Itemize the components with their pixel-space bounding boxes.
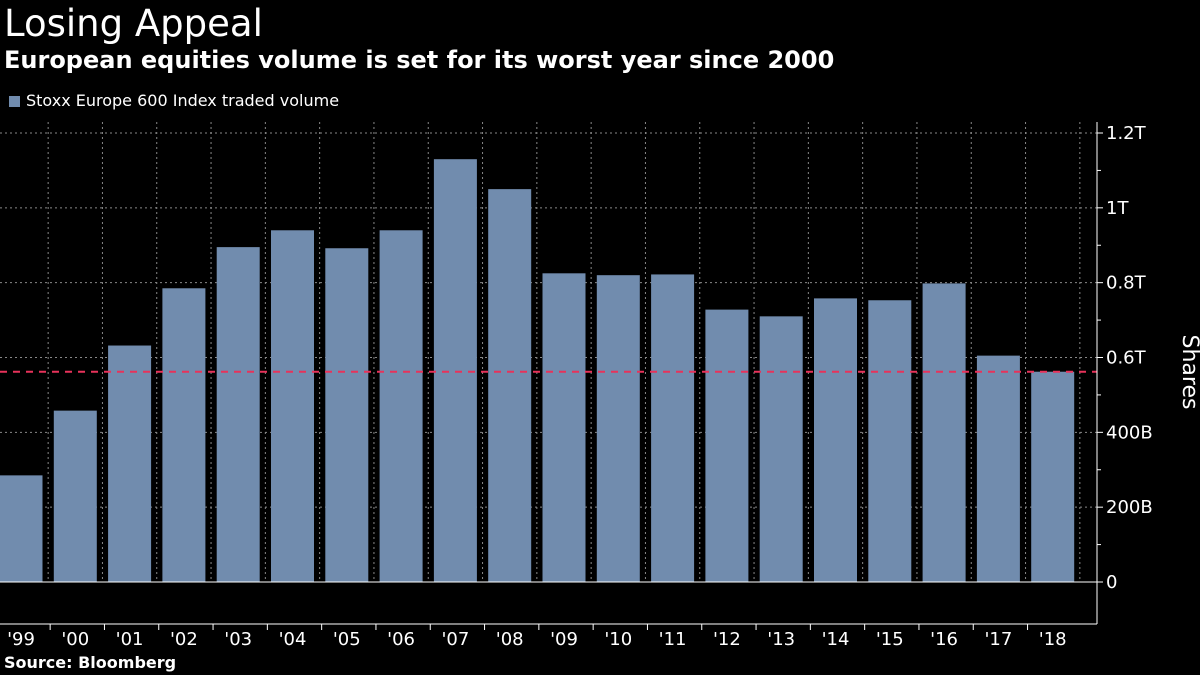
bar-08	[488, 189, 532, 582]
bar-13	[759, 316, 803, 582]
bar-04	[271, 230, 314, 583]
y-axis-title: Shares	[1177, 335, 1200, 410]
x-tick-label: '10	[604, 629, 632, 650]
bar-16	[922, 283, 966, 582]
x-tick-label: '05	[333, 629, 361, 650]
y-tick-label: 0	[1106, 572, 1117, 593]
x-tick-label: '17	[984, 629, 1012, 650]
bar-00	[53, 410, 97, 582]
x-tick-label: '99	[7, 629, 35, 650]
x-tick-label: '08	[496, 629, 524, 650]
bar-06	[379, 230, 423, 583]
x-tick-label: '04	[279, 629, 307, 650]
x-tick-label: '01	[116, 629, 144, 650]
x-tick-label: '03	[224, 629, 252, 650]
chart-title: Losing Appeal	[4, 2, 263, 45]
legend: Stoxx Europe 600 Index traded volume	[9, 91, 339, 111]
x-tick-label: '15	[876, 629, 904, 650]
source-note: Source: Bloomberg	[4, 653, 177, 672]
bar-10	[596, 275, 640, 582]
x-tick-label: '16	[930, 629, 958, 650]
x-tick-label: '14	[822, 629, 850, 650]
bar-17	[976, 355, 1020, 582]
bar-03	[216, 247, 260, 582]
bar-11	[651, 274, 695, 582]
x-tick-label: '00	[61, 629, 89, 650]
bar-14	[814, 298, 857, 582]
bar-15	[868, 300, 912, 582]
bar-99	[0, 475, 43, 582]
x-tick-label: '02	[170, 629, 198, 650]
bar-02	[162, 288, 206, 582]
y-tick-label: 400B	[1106, 422, 1153, 443]
legend-swatch	[9, 95, 20, 107]
bar-05	[325, 248, 369, 582]
x-tick-label: '13	[767, 629, 795, 650]
x-tick-label: '18	[1039, 629, 1067, 650]
y-tick-label: 1T	[1106, 198, 1129, 219]
y-tick-label: 1.2T	[1106, 123, 1147, 144]
x-tick-label: '12	[713, 629, 741, 650]
x-tick-label: '07	[441, 629, 469, 650]
bar-12	[705, 309, 749, 582]
x-tick-label: '09	[550, 629, 578, 650]
bar-09	[542, 273, 586, 582]
bar-07	[433, 159, 477, 583]
y-tick-label: 0.6T	[1106, 348, 1147, 369]
x-tick-label: '11	[659, 629, 687, 650]
y-tick-label: 200B	[1106, 497, 1153, 518]
x-tick-label: '06	[387, 629, 415, 650]
chart-subtitle: European equities volume is set for its …	[4, 46, 835, 74]
bar-18	[1031, 371, 1075, 582]
y-tick-label: 0.8T	[1106, 273, 1147, 294]
legend-label: Stoxx Europe 600 Index traded volume	[26, 91, 340, 110]
bar-01	[108, 345, 152, 582]
